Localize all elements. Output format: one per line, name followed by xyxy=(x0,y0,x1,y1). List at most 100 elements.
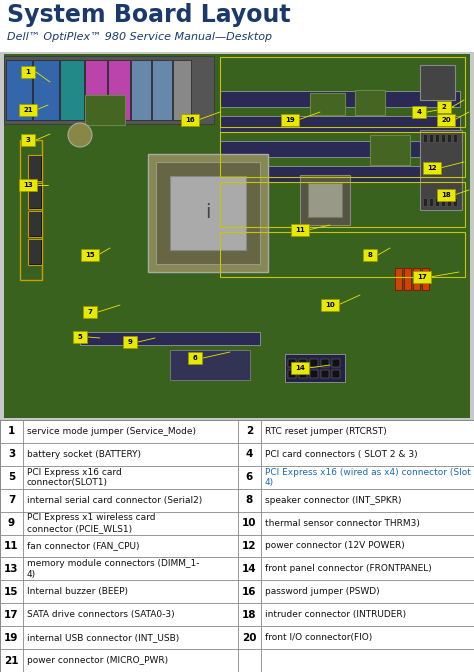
Text: 16: 16 xyxy=(242,587,257,597)
Text: 11: 11 xyxy=(4,541,19,551)
Bar xyxy=(288,370,296,378)
Text: 21: 21 xyxy=(23,107,33,113)
Text: Dell™ OptiPlex™ 980 Service Manual—Desktop: Dell™ OptiPlex™ 980 Service Manual—Deskt… xyxy=(7,32,272,42)
Bar xyxy=(291,224,309,236)
Bar xyxy=(28,211,42,237)
Text: 2: 2 xyxy=(246,427,253,436)
Text: 19: 19 xyxy=(4,632,18,642)
Bar xyxy=(321,370,329,378)
Bar xyxy=(423,198,427,206)
Bar xyxy=(85,60,107,120)
Bar xyxy=(429,198,433,206)
Bar xyxy=(288,359,296,367)
Text: battery socket (BATTERY): battery socket (BATTERY) xyxy=(27,450,141,459)
Text: internal USB connector (INT_USB): internal USB connector (INT_USB) xyxy=(27,633,179,642)
Bar xyxy=(33,60,59,120)
Bar xyxy=(429,134,433,142)
Bar xyxy=(420,130,462,210)
Circle shape xyxy=(68,123,92,147)
Bar xyxy=(29,240,41,264)
Text: 12: 12 xyxy=(427,165,437,171)
Text: 14: 14 xyxy=(295,365,305,371)
Text: speaker connector (INT_SPKR): speaker connector (INT_SPKR) xyxy=(265,496,401,505)
Bar xyxy=(21,66,35,78)
Bar xyxy=(108,60,130,120)
Bar xyxy=(220,57,465,127)
Bar xyxy=(188,352,202,364)
Bar xyxy=(170,176,246,250)
Text: 4: 4 xyxy=(417,109,421,115)
Bar xyxy=(299,370,307,378)
Bar xyxy=(170,350,250,380)
Text: 20: 20 xyxy=(242,632,257,642)
Bar xyxy=(28,239,42,265)
Text: 1: 1 xyxy=(8,427,15,436)
Bar xyxy=(332,370,340,378)
Text: power connector (12V POWER): power connector (12V POWER) xyxy=(265,542,405,550)
Bar xyxy=(423,162,441,174)
Bar xyxy=(220,91,460,107)
Bar xyxy=(453,134,457,142)
Bar xyxy=(441,134,445,142)
Bar xyxy=(85,95,125,125)
Bar xyxy=(281,114,299,126)
Bar xyxy=(148,154,268,272)
Bar xyxy=(447,198,451,206)
Text: PCI card connectors ( SLOT 2 & 3): PCI card connectors ( SLOT 2 & 3) xyxy=(265,450,418,459)
Bar xyxy=(29,156,41,180)
Bar xyxy=(220,166,460,182)
Bar xyxy=(404,268,411,290)
Bar xyxy=(422,268,429,290)
Text: 19: 19 xyxy=(285,117,295,123)
Text: System Board Layout: System Board Layout xyxy=(7,3,291,27)
Bar xyxy=(19,104,37,116)
Bar xyxy=(80,332,260,345)
Bar xyxy=(447,134,451,142)
Text: front panel connector (FRONTPANEL): front panel connector (FRONTPANEL) xyxy=(265,564,432,573)
Text: internal serial card connector (Serial2): internal serial card connector (Serial2) xyxy=(27,496,202,505)
Bar xyxy=(413,268,420,290)
Bar xyxy=(299,359,307,367)
Text: 10: 10 xyxy=(325,302,335,308)
Bar xyxy=(321,299,339,311)
Text: 13: 13 xyxy=(23,182,33,188)
Text: 5: 5 xyxy=(78,334,82,340)
Text: front I/O connector(FIO): front I/O connector(FIO) xyxy=(265,633,372,642)
Bar xyxy=(123,336,137,348)
Bar xyxy=(285,354,345,382)
Text: fan connector (FAN_CPU): fan connector (FAN_CPU) xyxy=(27,542,139,550)
Text: 14: 14 xyxy=(242,564,257,574)
Text: 6: 6 xyxy=(246,472,253,482)
Bar xyxy=(321,359,329,367)
Text: 5: 5 xyxy=(8,472,15,482)
Text: 21: 21 xyxy=(4,656,19,665)
Bar xyxy=(173,60,191,120)
Bar xyxy=(291,362,309,374)
Text: Internal buzzer (BEEP): Internal buzzer (BEEP) xyxy=(27,587,128,596)
Bar xyxy=(220,182,465,227)
Text: 17: 17 xyxy=(417,274,427,280)
Bar xyxy=(220,116,460,132)
Bar xyxy=(19,179,37,191)
Bar xyxy=(363,249,377,261)
Bar xyxy=(60,60,84,120)
Bar xyxy=(395,268,402,290)
Bar xyxy=(181,114,199,126)
Bar xyxy=(453,198,457,206)
Text: 2: 2 xyxy=(442,104,447,110)
Bar xyxy=(83,306,97,318)
Text: 7: 7 xyxy=(88,309,92,315)
Bar xyxy=(437,114,455,126)
Text: 20: 20 xyxy=(441,117,451,123)
Bar xyxy=(441,198,445,206)
Text: 15: 15 xyxy=(85,252,95,258)
Text: 15: 15 xyxy=(4,587,19,597)
Text: 9: 9 xyxy=(128,339,132,345)
Text: 3: 3 xyxy=(8,450,15,460)
Bar xyxy=(81,249,99,261)
Bar xyxy=(310,93,345,115)
Bar xyxy=(28,155,42,181)
Bar xyxy=(435,134,439,142)
Text: thermal sensor connector THRM3): thermal sensor connector THRM3) xyxy=(265,519,420,528)
Bar xyxy=(156,162,260,264)
